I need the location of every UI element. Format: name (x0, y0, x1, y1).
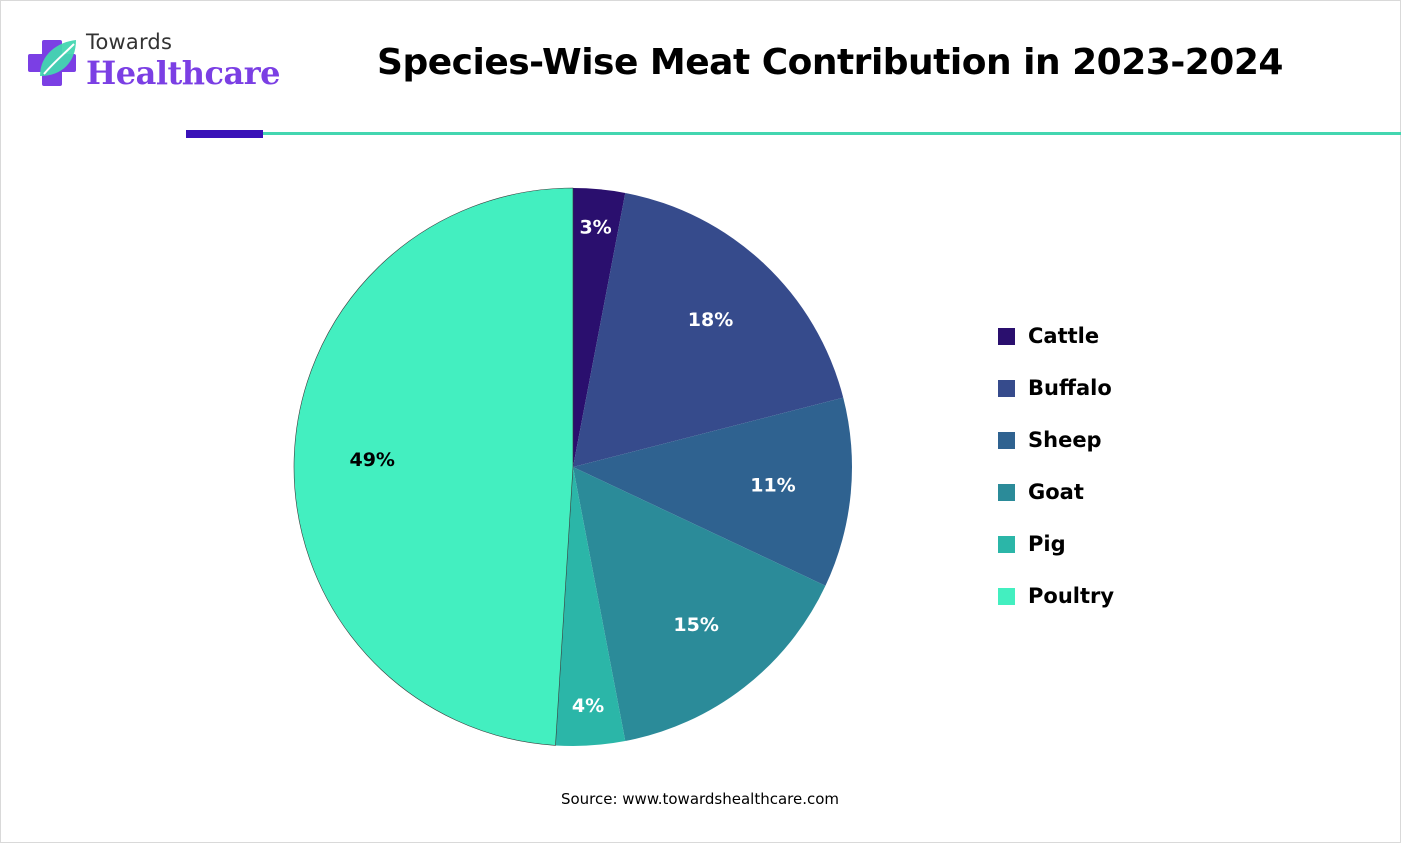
legend-swatch (998, 484, 1015, 501)
pie-slice-sheep (573, 397, 852, 586)
legend-label: Poultry (1028, 584, 1115, 608)
chart-legend: Cattle Buffalo Sheep Goat Pig Poultry (998, 318, 1198, 630)
data-label-poultry: 49% (349, 449, 394, 471)
legend-label: Goat (1028, 480, 1084, 504)
data-label-cattle: 3% (579, 217, 611, 239)
legend-item-buffalo: Buffalo (998, 370, 1198, 422)
logo-text-bottom: Healthcare (86, 54, 280, 92)
legend-item-sheep: Sheep (998, 422, 1198, 474)
data-label-goat: 15% (673, 614, 718, 636)
pie-slice-buffalo (573, 192, 844, 467)
data-label-buffalo: 18% (688, 309, 733, 331)
legend-swatch (998, 380, 1015, 397)
legend-swatch (998, 432, 1015, 449)
legend-swatch (998, 588, 1015, 605)
legend-label: Sheep (1028, 428, 1102, 452)
data-label-sheep: 11% (750, 474, 795, 496)
legend-item-poultry: Poultry (998, 578, 1198, 630)
title-underline-rule (263, 132, 1401, 135)
legend-label: Buffalo (1028, 376, 1112, 400)
chart-title: Species-Wise Meat Contribution in 2023-2… (377, 42, 1283, 83)
pie-slice-goat (573, 467, 826, 742)
legend-label: Pig (1028, 532, 1066, 556)
legend-swatch (998, 536, 1015, 553)
title-underline-accent (186, 130, 263, 138)
source-note: Source: www.towardshealthcare.com (560, 790, 840, 808)
logo-text-top: Towards (86, 30, 173, 54)
brand-logo: Towards Healthcare (26, 30, 280, 96)
legend-item-goat: Goat (998, 474, 1198, 526)
legend-label: Cattle (1028, 324, 1100, 348)
legend-swatch (998, 328, 1015, 345)
legend-item-cattle: Cattle (998, 318, 1198, 370)
logo-cross-leaf-icon (28, 40, 76, 86)
pie-slice-poultry (293, 187, 574, 746)
data-label-pig: 4% (572, 695, 604, 717)
pie-slice-cattle (573, 188, 626, 467)
legend-item-pig: Pig (998, 526, 1198, 578)
pie-slice-pig (555, 467, 626, 746)
